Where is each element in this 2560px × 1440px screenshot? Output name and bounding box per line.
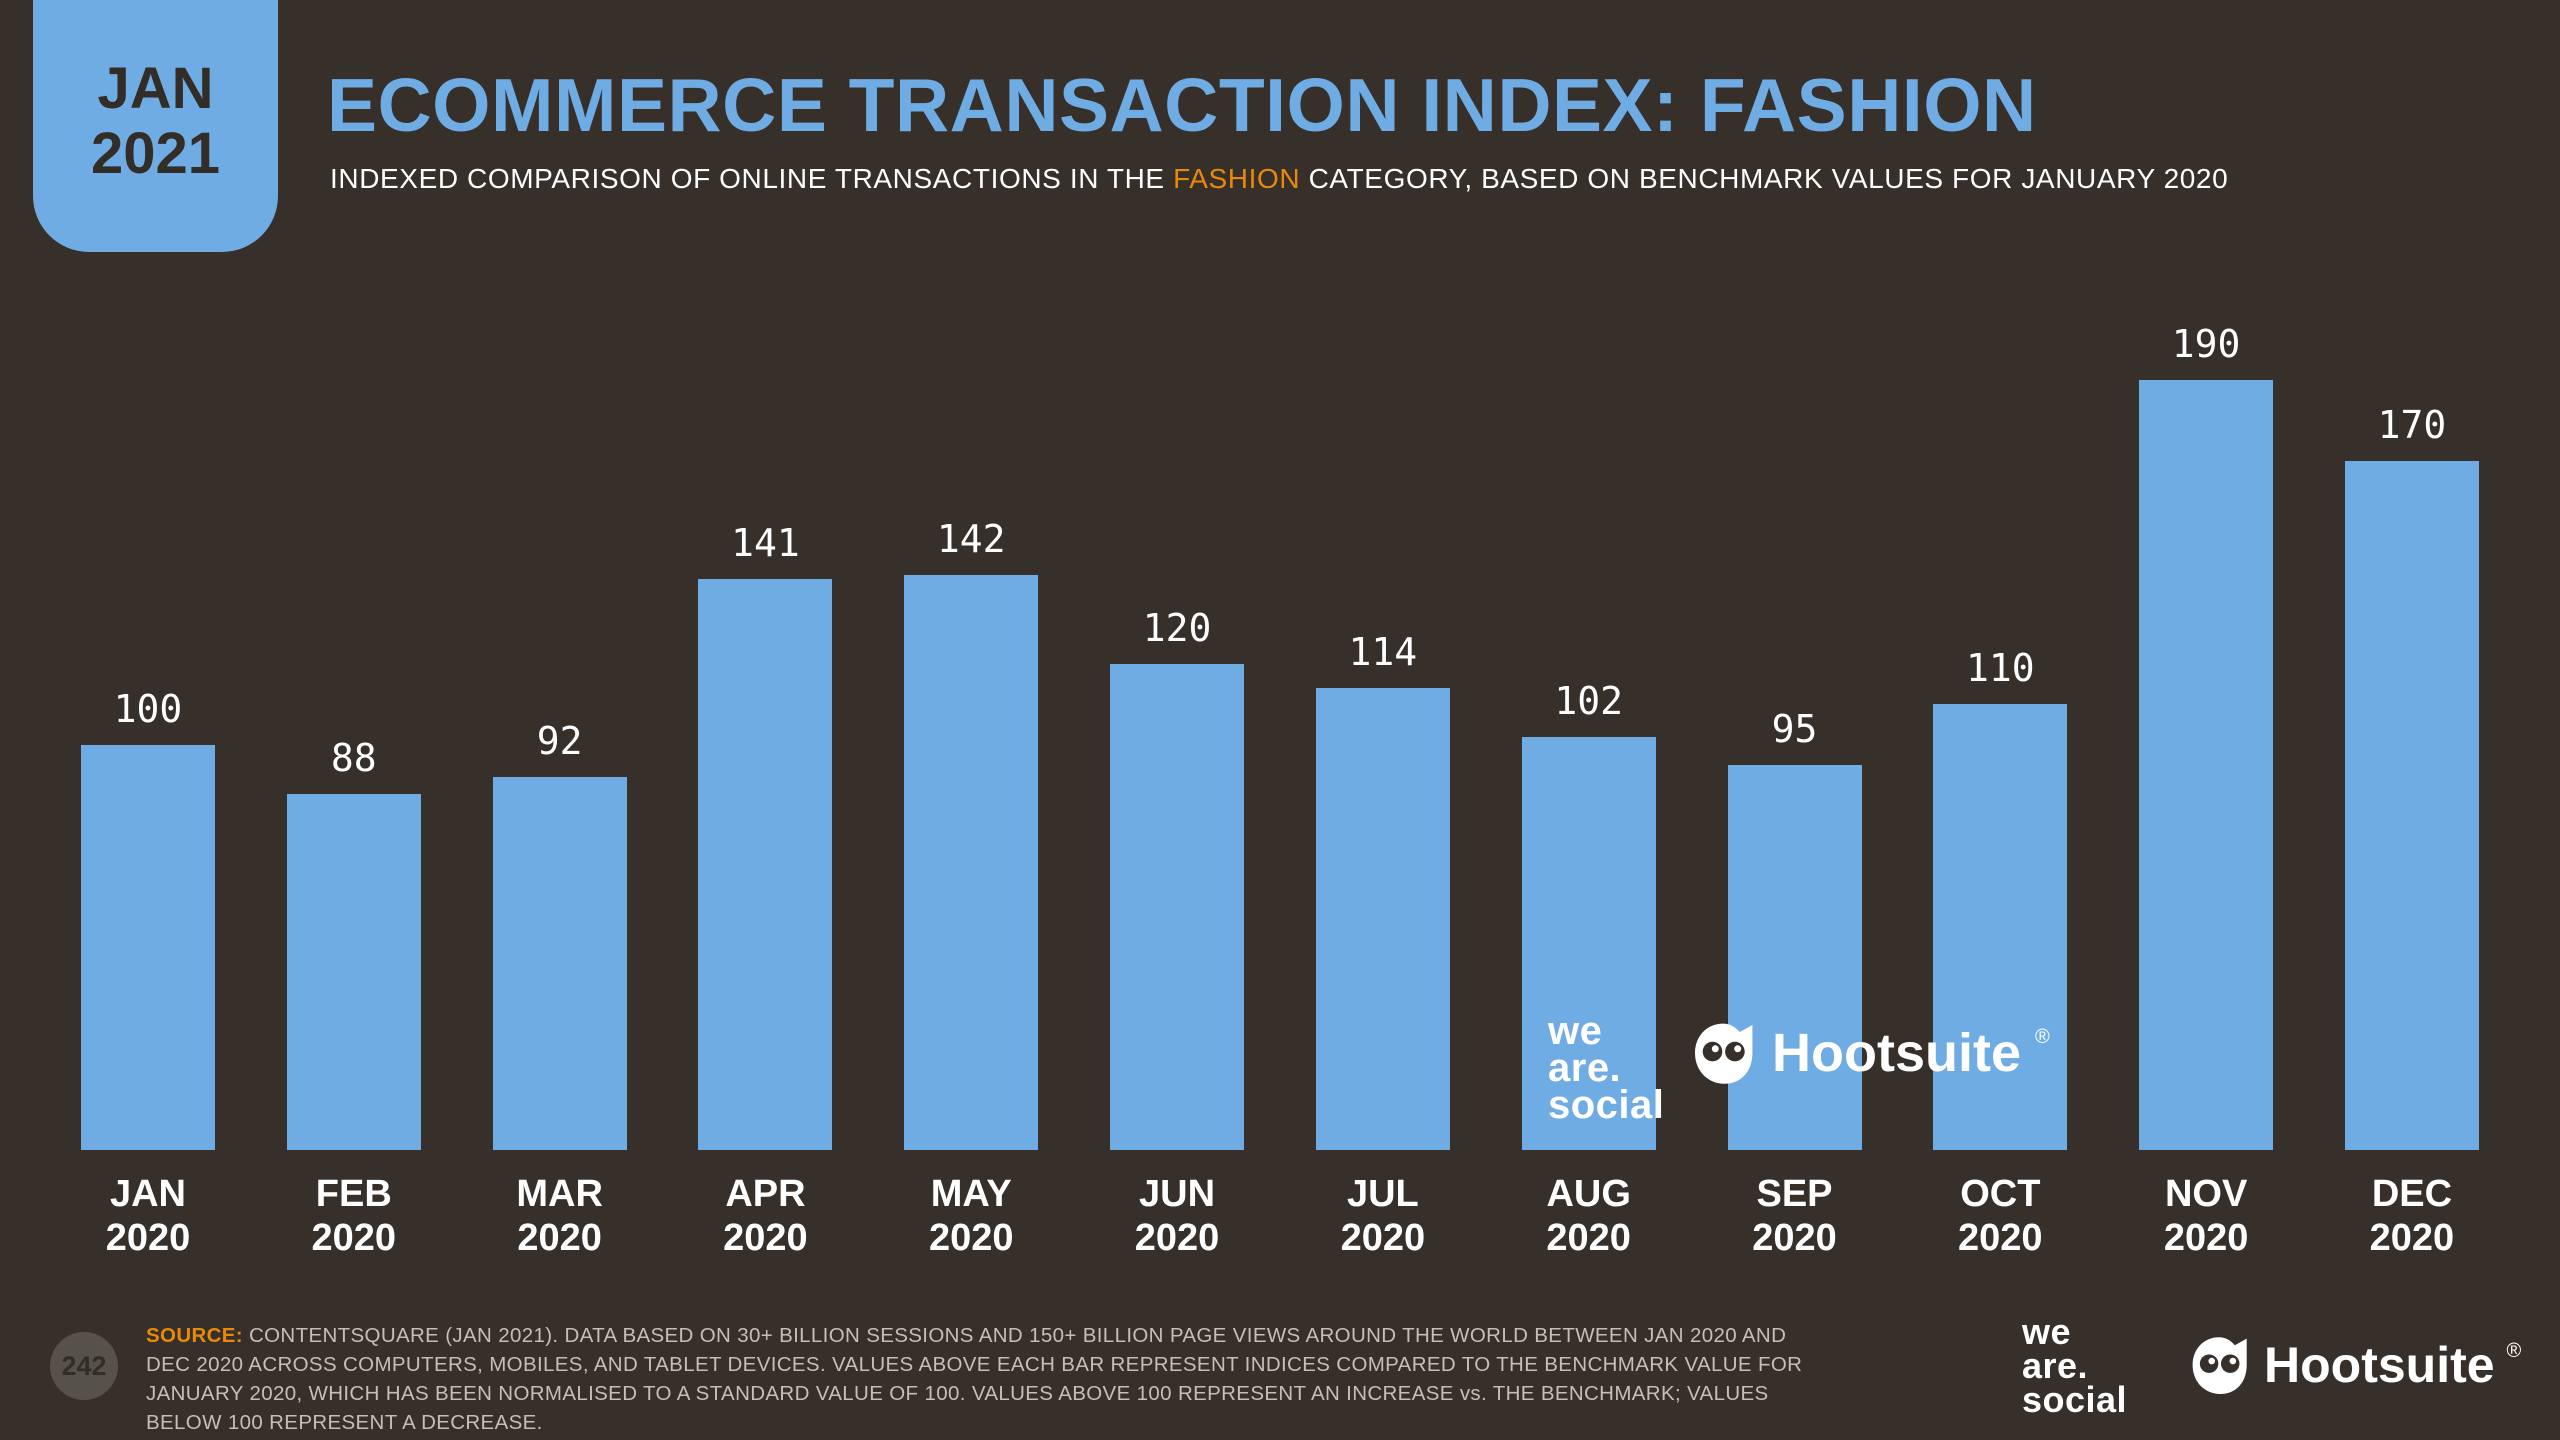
page-number-badge: 242 [50,1332,118,1400]
we-are-social-line3: social [1548,1082,1665,1127]
we-are-social-line1: we [1548,1009,1603,1053]
hootsuite-wordmark: Hootsuite [2264,1337,2495,1393]
subtitle-prefix: INDEXED COMPARISON OF ONLINE TRANSACTION… [330,163,1174,194]
chart-column: 88 FEB 2020 [284,315,424,1262]
category-label: DEC 2020 [2369,1173,2455,1260]
chart-column: 102 AUG 2020 [1519,315,1659,1262]
page-subtitle: INDEXED COMPARISON OF ONLINE TRANSACTION… [330,163,2228,195]
hootsuite-owl-icon [2192,1337,2247,1395]
we-are-social-logo-watermark: we are. social [1548,1009,1665,1127]
bar-value-label: 102 [1554,679,1623,723]
chart-column: 170 DEC 2020 [2342,315,2482,1262]
bar-value-label: 170 [2377,403,2447,447]
category-label: FEB 2020 [311,1173,397,1260]
source-note: SOURCE: CONTENTSQUARE (JAN 2021). DATA BA… [146,1321,1806,1437]
subtitle-highlight: FASHION [1173,163,1301,194]
bar [81,745,215,1150]
hootsuite-wordmark: Hootsuite [1772,1023,2021,1083]
hootsuite-owl-icon [1695,1023,1753,1084]
chart-column: 95 SEP 2020 [1725,315,1865,1262]
bar-value-label: 190 [2171,322,2241,366]
bar-value-label: 92 [536,719,583,763]
category-label: JUN 2020 [1134,1173,1220,1260]
bar [904,575,1039,1150]
category-label: OCT 2020 [1958,1173,2043,1260]
date-badge-year: 2021 [90,121,221,186]
chart-column: 120 JUN 2020 [1107,315,1247,1262]
bar [1933,704,2068,1150]
hootsuite-logo-watermark: Hootsuite ® [1688,1018,2050,1088]
hootsuite-logo-footer: Hootsuite ® [2186,1332,2521,1398]
category-label: JUL 2020 [1340,1173,1426,1260]
source-label: SOURCE: [146,1324,243,1347]
bar-value-label: 110 [1965,646,2035,690]
bar [1521,737,1656,1150]
bar-value-label: 142 [936,517,1006,561]
chart-column: 92 MAR 2020 [490,315,630,1262]
we-are-social-logo-footer: we are. social [2022,1311,2128,1421]
we-are-social-line3: social [2022,1379,2128,1421]
bar-value-label: 120 [1142,606,1212,650]
date-badge: JAN 2021 [33,0,278,252]
registered-mark: ® [2506,1340,2522,1362]
category-label: AUG 2020 [1546,1173,1631,1260]
bar [1727,765,1862,1150]
chart-column: 114 JUL 2020 [1313,315,1453,1262]
category-label: MAR 2020 [516,1173,603,1260]
we-are-social-line1: we [2022,1311,2072,1352]
category-label: SEP 2020 [1752,1173,1837,1260]
bar-value-label: 95 [1771,707,1818,751]
category-label: MAY 2020 [928,1173,1014,1260]
bar-value-label: 88 [330,736,377,780]
we-are-social-line2: are. [2022,1345,2089,1387]
bar [698,579,833,1150]
bar-value-label: 114 [1348,630,1418,674]
bar [286,794,421,1150]
bar [1315,688,1450,1150]
category-label: JAN 2020 [105,1173,191,1260]
chart-column: 141 APR 2020 [695,315,835,1262]
chart-column: 110 OCT 2020 [1930,315,2070,1262]
bar-value-label: 141 [731,521,800,565]
category-label: APR 2020 [723,1173,808,1260]
page-title: ECOMMERCE TRANSACTION INDEX: FASHION [327,63,2037,147]
chart-column: 100 JAN 2020 [78,315,218,1262]
category-label: NOV 2020 [2163,1173,2249,1260]
date-badge-month: JAN [97,56,214,122]
bar [2344,461,2479,1150]
subtitle-suffix: CATEGORY, BASED ON BENCHMARK VALUES FOR … [1300,163,2229,194]
bar [1110,664,1245,1150]
source-text: CONTENTSQUARE (JAN 2021). DATA BASED ON … [146,1324,1803,1434]
bar [492,777,627,1150]
chart-column: 142 MAY 2020 [901,315,1041,1262]
bar-value-label: 100 [113,687,183,731]
bar-chart: 100 JAN 2020 88 FEB 2020 92 MAR 2020 141 APR 2020 14… [78,315,2482,1262]
bar [2139,380,2274,1150]
chart-column: 190 NOV 2020 [2136,315,2276,1262]
we-are-social-line2: are. [1548,1045,1622,1090]
registered-mark: ® [2035,1026,2050,1048]
